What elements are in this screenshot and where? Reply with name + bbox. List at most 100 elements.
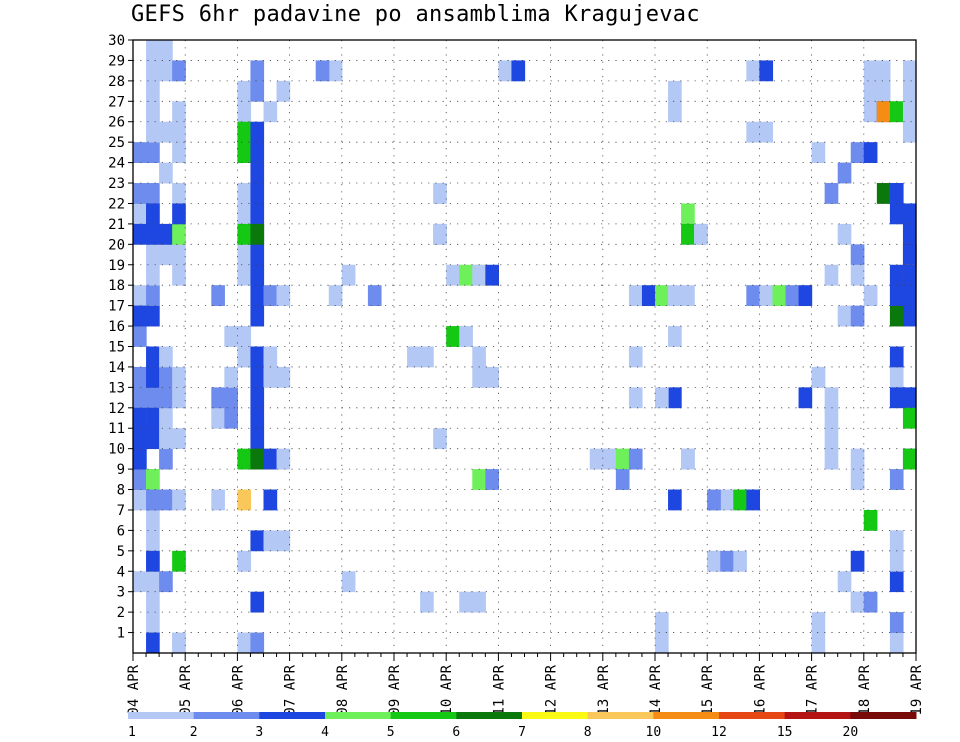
x-tick-label: 16 APR — [752, 664, 768, 715]
data-cell — [811, 612, 826, 633]
y-tick-label: 7 — [117, 503, 125, 519]
data-cell — [250, 121, 265, 143]
data-cell — [615, 448, 630, 470]
colorbar-label: 3 — [255, 725, 263, 740]
data-cell — [172, 489, 186, 511]
data-cell — [902, 407, 917, 429]
data-cell — [902, 244, 917, 266]
data-cell — [602, 448, 617, 470]
y-tick-label: 29 — [108, 53, 125, 69]
data-cell — [211, 489, 225, 511]
data-cell — [720, 489, 734, 511]
data-cell — [250, 448, 265, 470]
data-cell — [798, 387, 813, 409]
data-cell — [902, 101, 917, 123]
data-cell — [420, 346, 434, 368]
colorbar-segment — [128, 712, 195, 719]
y-tick-label: 15 — [108, 340, 125, 356]
data-cell — [668, 387, 682, 409]
x-tick-label: 19 APR — [909, 664, 925, 715]
data-cell — [824, 387, 839, 409]
data-cell — [159, 387, 173, 409]
data-cell — [811, 142, 826, 163]
data-cell — [146, 469, 160, 490]
data-cell — [250, 305, 265, 327]
data-cell — [224, 326, 238, 347]
data-cell — [159, 366, 173, 388]
colorbar-label: 20 — [843, 725, 859, 740]
y-tick-label: 6 — [117, 523, 125, 539]
data-cell — [250, 407, 265, 429]
data-cell — [485, 469, 499, 490]
colorbar-label: 5 — [387, 725, 395, 740]
data-cell — [263, 530, 278, 552]
data-cell — [681, 223, 695, 245]
data-cell — [250, 223, 265, 245]
data-cell — [850, 305, 865, 327]
y-tick-label: 10 — [108, 442, 125, 458]
y-tick-label: 20 — [108, 237, 125, 253]
data-cell — [133, 366, 147, 388]
data-cell — [824, 407, 839, 429]
data-cell — [850, 469, 865, 490]
data-cell — [798, 285, 813, 307]
data-cell — [902, 305, 917, 327]
data-cells — [133, 40, 917, 654]
x-tick-label: 18 APR — [857, 664, 873, 715]
data-cell — [863, 60, 878, 82]
data-cell — [472, 264, 486, 286]
colorbar-label: 7 — [518, 725, 526, 740]
data-cell — [641, 285, 656, 307]
data-cell — [902, 285, 917, 307]
y-tick-label: 4 — [117, 564, 125, 580]
data-cell — [785, 285, 800, 307]
data-cell — [850, 264, 865, 286]
data-cell — [250, 60, 265, 82]
data-cell — [146, 80, 160, 102]
data-cell — [250, 591, 265, 613]
data-cell — [250, 366, 265, 388]
x-tick-label: 04 APR — [126, 664, 142, 715]
data-cell — [263, 346, 278, 368]
data-cell — [146, 571, 160, 593]
data-cell — [172, 101, 186, 123]
data-cell — [146, 346, 160, 368]
data-cell — [250, 162, 265, 184]
data-cell — [655, 285, 669, 307]
data-cell — [146, 428, 160, 450]
data-cell — [263, 101, 278, 123]
data-cell — [237, 244, 252, 266]
data-cell — [159, 223, 173, 245]
data-cell — [276, 80, 291, 102]
data-cell — [433, 183, 447, 204]
y-tick-label: 2 — [117, 605, 125, 621]
colorbar-segment — [325, 712, 392, 719]
colorbar-segment — [259, 712, 326, 719]
grid — [133, 39, 916, 653]
data-cell — [811, 632, 826, 654]
data-cell — [876, 183, 891, 204]
data-cell — [824, 264, 839, 286]
data-cell — [159, 428, 173, 450]
data-cell — [146, 612, 160, 633]
data-cell — [237, 101, 252, 123]
data-cell — [237, 550, 252, 572]
x-tick-label: 07 APR — [283, 664, 299, 715]
data-cell — [824, 428, 839, 450]
colorbar-label: 15 — [777, 725, 793, 740]
data-cell — [733, 550, 747, 572]
data-cell — [250, 244, 265, 266]
data-cell — [172, 550, 186, 572]
data-cell — [250, 80, 265, 102]
data-cell — [681, 448, 695, 470]
data-cell — [211, 407, 225, 429]
data-cell — [668, 489, 682, 511]
data-cell — [850, 142, 865, 163]
data-cell — [146, 530, 160, 552]
data-cell — [276, 285, 291, 307]
y-tick-label: 25 — [108, 135, 125, 151]
data-cell — [759, 121, 774, 143]
data-cell — [420, 591, 434, 613]
colorbar-label: 6 — [452, 725, 460, 740]
data-cell — [498, 60, 513, 82]
